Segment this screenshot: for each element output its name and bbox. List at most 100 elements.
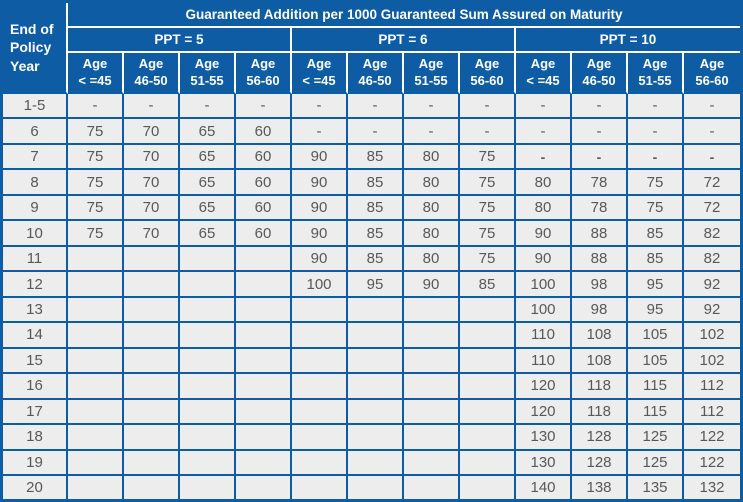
table-cell	[460, 348, 516, 375]
table-cell: 85	[628, 221, 684, 247]
table-cell: 75	[628, 195, 684, 222]
table-cell: 85	[348, 144, 404, 171]
table-cell: 128	[572, 450, 628, 477]
table-cell	[404, 374, 460, 400]
table-cell: 122	[684, 450, 740, 477]
table-cell: 80	[516, 170, 572, 196]
policy-year-label: 14	[3, 323, 68, 349]
table-cell: 75	[68, 119, 124, 145]
table-cell	[348, 425, 404, 451]
table-cell: 120	[516, 374, 572, 400]
ppt-group-row: PPT = 5 PPT = 6 PPT = 10	[3, 28, 740, 53]
table-cell: -	[572, 119, 628, 145]
table-row: 13 100 98 95 92	[3, 297, 740, 324]
table-cell: 132	[684, 476, 740, 499]
table-cell	[68, 348, 124, 375]
table-cell: 125	[628, 425, 684, 451]
table-cell: 102	[684, 348, 740, 375]
table-cell: 65	[180, 119, 236, 145]
table-cell	[68, 374, 124, 400]
table-cell: 70	[124, 221, 180, 247]
table-cell: 80	[404, 246, 460, 273]
table-cell: 75	[628, 170, 684, 196]
table-cell: 95	[628, 272, 684, 298]
policy-year-label: 10	[3, 221, 68, 247]
table-cell: -	[516, 144, 572, 171]
table-cell	[348, 323, 404, 349]
table-cell: -	[292, 119, 348, 145]
table-cell	[180, 246, 236, 273]
age-column-header: Age < =45	[516, 53, 572, 94]
ppt-group-header-5: PPT = 5	[68, 28, 292, 53]
table-cell: 75	[68, 221, 124, 247]
table-cell	[460, 399, 516, 426]
table-cell: 90	[404, 272, 460, 298]
table-cell: -	[348, 119, 404, 145]
age-column-header: Age 46-50	[348, 53, 404, 94]
policy-year-label: 1-5	[3, 94, 68, 120]
table-cell	[460, 374, 516, 400]
age-header-row: Age < =45 Age 46-50 Age 51-55 Age 56-60 …	[3, 53, 740, 94]
table-cell	[180, 272, 236, 298]
table-cell	[292, 348, 348, 375]
table-cell: 65	[180, 195, 236, 222]
table-cell: 128	[572, 425, 628, 451]
table-cell: 75	[460, 170, 516, 196]
table-cell: 65	[180, 144, 236, 171]
table-cell	[292, 374, 348, 400]
table-cell	[68, 246, 124, 273]
table-cell	[68, 272, 124, 298]
table-cell	[292, 399, 348, 426]
age-column-header: Age 51-55	[404, 53, 460, 94]
policy-year-label: 9	[3, 195, 68, 222]
table-cell: 118	[572, 399, 628, 426]
table-cell: 65	[180, 170, 236, 196]
policy-year-label: 17	[3, 399, 68, 426]
table-cell	[292, 450, 348, 477]
table-cell: 60	[236, 144, 292, 171]
table-cell: -	[628, 94, 684, 120]
table-cell: 60	[236, 119, 292, 145]
table-cell: 70	[124, 119, 180, 145]
table-row: 14 110 108 105 102	[3, 323, 740, 349]
table-cell: 75	[460, 246, 516, 273]
table-cell	[68, 450, 124, 477]
table-cell: 108	[572, 323, 628, 349]
age-column-header: Age < =45	[292, 53, 348, 94]
table-cell	[68, 323, 124, 349]
title-row: End of Policy Year Guaranteed Addition p…	[3, 3, 740, 94]
table-cell: 60	[236, 195, 292, 222]
table-cell: 88	[572, 246, 628, 273]
policy-year-label: 19	[3, 450, 68, 477]
policy-year-label: 6	[3, 119, 68, 145]
table-cell: 60	[236, 221, 292, 247]
table-cell: -	[684, 119, 740, 145]
table-cell: 60	[236, 170, 292, 196]
table-cell	[348, 399, 404, 426]
table-row: 16 120 118 115 112	[3, 374, 740, 400]
table-cell: 75	[460, 221, 516, 247]
table-row: 18 130 128 125 122	[3, 425, 740, 451]
table-cell	[180, 399, 236, 426]
table-cell: -	[628, 144, 684, 171]
table-row: 20 140 138 135 132	[3, 476, 740, 499]
table-cell: 130	[516, 425, 572, 451]
table-cell: 90	[292, 195, 348, 222]
table-row: 11 90 85 80 75 90 88 85 82	[3, 246, 740, 273]
table-cell: 80	[404, 221, 460, 247]
table-cell: 90	[292, 221, 348, 247]
table-cell: -	[572, 94, 628, 120]
table-cell: -	[124, 94, 180, 120]
table-cell: 85	[348, 221, 404, 247]
table-cell: 80	[404, 144, 460, 171]
policy-year-label: 7	[3, 144, 68, 171]
policy-year-label: 15	[3, 348, 68, 375]
policy-year-label: 8	[3, 170, 68, 196]
table-cell: 112	[684, 399, 740, 426]
table-cell	[180, 476, 236, 499]
table-row: 15 110 108 105 102	[3, 348, 740, 375]
table-cell: 95	[628, 297, 684, 324]
table-cell: 70	[124, 170, 180, 196]
age-column-header: Age < =45	[68, 53, 124, 94]
table-cell	[236, 476, 292, 499]
